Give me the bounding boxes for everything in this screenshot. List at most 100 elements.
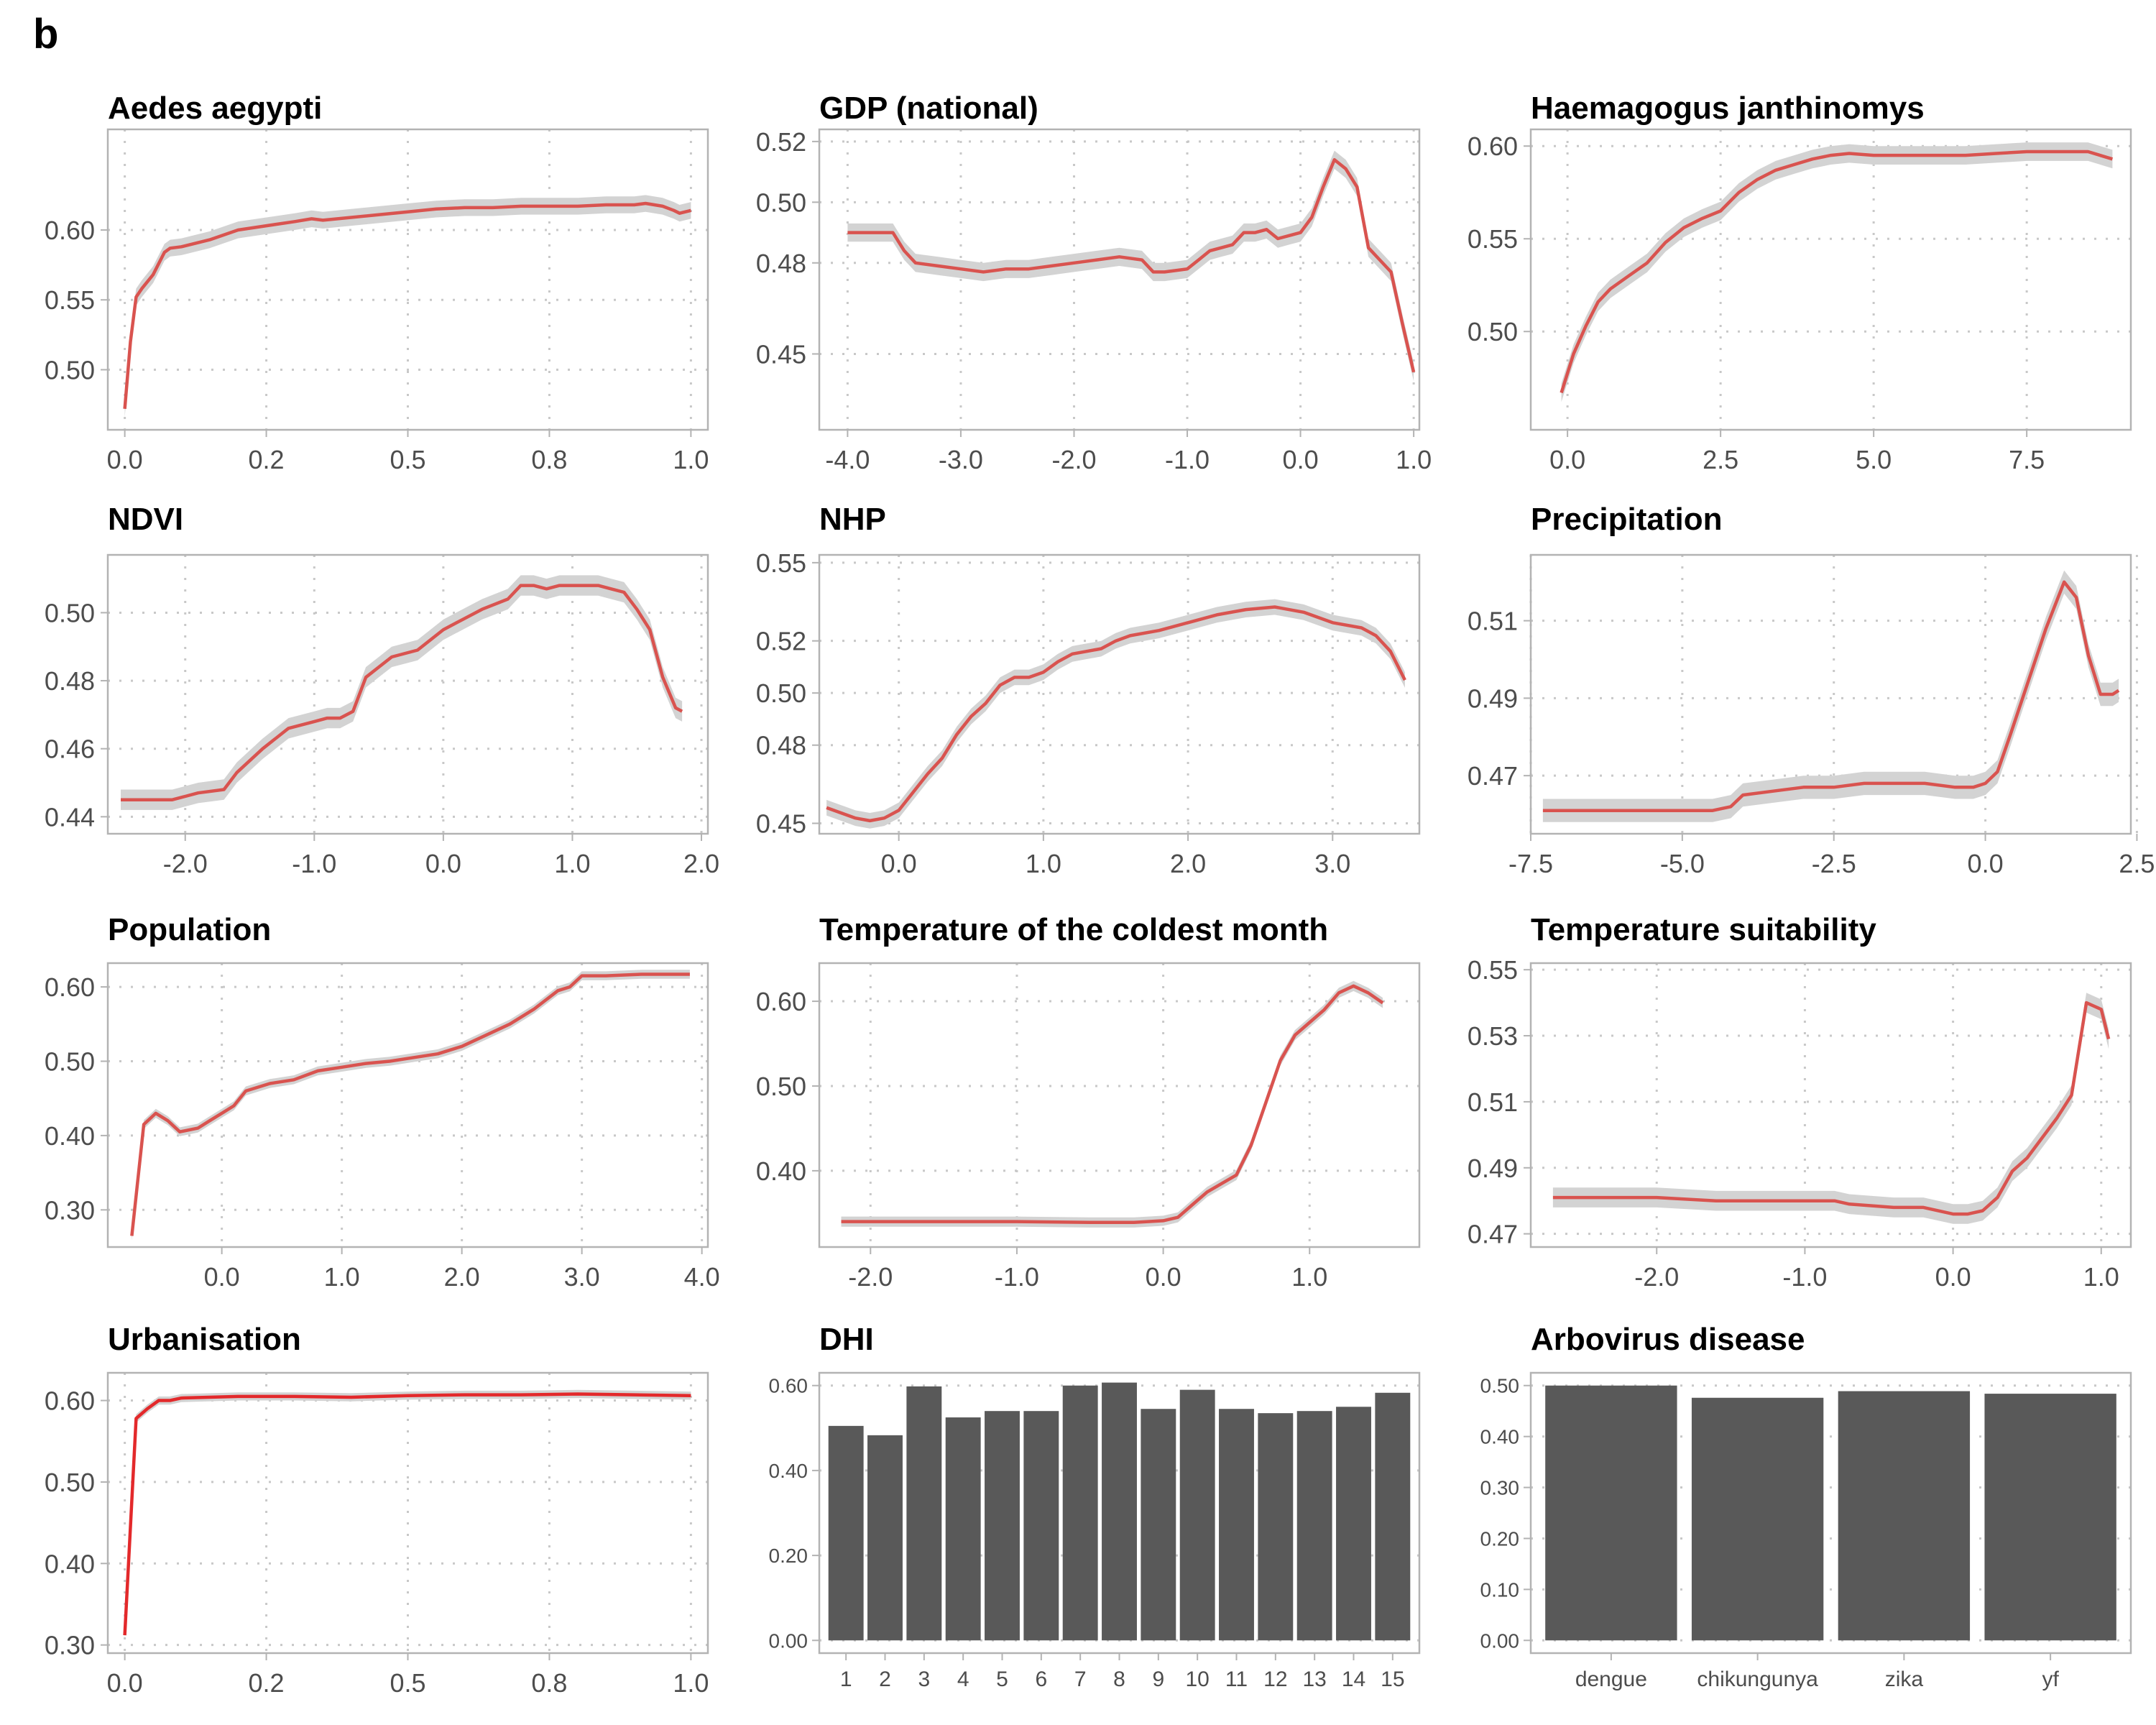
- x-tick-label: chikungunya: [1697, 1668, 1818, 1691]
- y-tick-label: 0.45: [756, 339, 806, 369]
- x-tick-label: -2.0: [848, 1262, 893, 1292]
- y-tick-label: 0.20: [769, 1545, 808, 1567]
- series-line: [841, 984, 1384, 1225]
- x-tick-label: 15: [1381, 1668, 1404, 1691]
- bar: [1219, 1409, 1254, 1641]
- y-tick-label: 0.50: [756, 678, 806, 708]
- x-tick-label: -5.0: [1660, 849, 1705, 878]
- series-line: [826, 605, 1406, 823]
- panel-frame: [106, 553, 709, 835]
- y-tick-label: 0.40: [756, 1156, 806, 1186]
- x-tick-label: 0.8: [531, 445, 567, 474]
- x-tick-label: 2.0: [444, 1262, 480, 1292]
- x-tick-label: 9: [1152, 1668, 1164, 1691]
- panel-frame: [106, 128, 709, 431]
- y-tick-label: 0.51: [1468, 607, 1518, 636]
- bar: [1838, 1391, 1971, 1641]
- y-tick-label: 0.48: [756, 249, 806, 278]
- x-tick-label: dengue: [1575, 1668, 1647, 1691]
- confidence-ribbon: [1552, 993, 2109, 1224]
- y-tick-label: 0.50: [45, 1468, 95, 1497]
- chart-title: Precipitation: [1531, 502, 1723, 537]
- y-tick-label: 0.55: [1468, 955, 1518, 985]
- x-tick-label: 5.0: [1856, 445, 1892, 474]
- y-tick-label: 0.40: [45, 1549, 95, 1578]
- series-line: [123, 201, 691, 409]
- y-tick-label: 0.60: [769, 1375, 808, 1397]
- confidence-ribbon: [121, 575, 683, 810]
- chart-title: NHP: [819, 502, 886, 537]
- confidence-ribbon: [826, 599, 1405, 829]
- y-tick-label: 0.60: [45, 972, 95, 1002]
- bar: [1984, 1394, 2116, 1641]
- confidence-ribbon: [124, 1389, 691, 1639]
- confidence-ribbon: [841, 980, 1383, 1228]
- x-tick-label: 4: [957, 1668, 969, 1691]
- y-tick-label: 0.30: [45, 1631, 95, 1660]
- x-tick-label: zika: [1885, 1668, 1924, 1691]
- series-line: [847, 157, 1416, 373]
- x-tick-label: 1.0: [554, 849, 590, 878]
- chart-nhp: NHP 0.45 0.48 0.50 0.52 0.55 0.0 1.0 2.0 3.0: [756, 502, 1421, 878]
- bar: [1102, 1382, 1137, 1641]
- confidence-ribbon: [132, 970, 690, 1241]
- x-tick-label: 5: [996, 1668, 1008, 1691]
- x-tick-label: 2.0: [1170, 849, 1206, 878]
- series-line: [1552, 1000, 2111, 1216]
- panel-frame: [1529, 128, 2132, 431]
- y-tick-label: 0.48: [756, 731, 806, 760]
- x-tick-label: 0.0: [1549, 445, 1585, 474]
- panel-letter: b: [33, 11, 59, 58]
- chart-title: NDVI: [108, 502, 183, 537]
- x-tick-label: 0.0: [204, 1262, 240, 1292]
- y-tick-label: 0.20: [1480, 1527, 1520, 1550]
- x-tick-label: -2.5: [1812, 849, 1856, 878]
- chart-gdp: GDP (national) 0.45 0.48 0.50 0.52 -4.0 -3.0 -2…: [756, 91, 1432, 474]
- x-tick-label: 14: [1342, 1668, 1365, 1691]
- panel-frame: [818, 1371, 1421, 1655]
- bar: [1062, 1385, 1098, 1641]
- y-tick-label: 0.40: [769, 1460, 808, 1482]
- x-tick-label: 2.5: [1703, 445, 1738, 474]
- x-tick-label: -1.0: [292, 849, 336, 878]
- y-tick-label: 0.40: [45, 1121, 95, 1151]
- y-tick-label: 0.46: [45, 735, 95, 764]
- series-line: [121, 584, 683, 801]
- y-tick-label: 0.30: [45, 1195, 95, 1225]
- x-tick-label: 4.0: [684, 1262, 720, 1292]
- x-tick-label: 2.0: [683, 849, 719, 878]
- panel-frame: [106, 1371, 709, 1655]
- panel-frame: [1529, 1371, 2132, 1655]
- panel-frame: [106, 962, 709, 1248]
- chart-title: Arbovirus disease: [1531, 1322, 1805, 1357]
- y-tick-label: 0.44: [45, 802, 95, 832]
- x-tick-label: 10: [1185, 1668, 1209, 1691]
- chart-title: Population: [108, 912, 271, 947]
- x-tick-label: 0.0: [1935, 1262, 1971, 1292]
- y-tick-label: 0.52: [756, 127, 806, 157]
- x-tick-label: 0.0: [107, 1668, 143, 1698]
- y-tick-label: 0.51: [1468, 1087, 1518, 1117]
- chart-title: GDP (national): [819, 91, 1038, 126]
- x-tick-label: 0.0: [1968, 849, 2004, 878]
- bar: [1691, 1397, 1824, 1641]
- x-tick-label: -2.0: [1051, 445, 1096, 474]
- x-tick-label: 1.0: [2083, 1262, 2119, 1292]
- x-tick-label: -7.5: [1508, 849, 1553, 878]
- y-tick-label: 0.50: [45, 1046, 95, 1076]
- x-tick-label: 1.0: [1026, 849, 1061, 878]
- y-tick-label: 0.52: [756, 627, 806, 656]
- series-line: [1560, 150, 2114, 394]
- bar: [906, 1386, 942, 1641]
- bar: [828, 1425, 864, 1641]
- x-tick-label: 0.8: [531, 1668, 567, 1698]
- y-tick-label: 0.60: [1468, 132, 1518, 161]
- y-tick-label: 0.00: [1480, 1629, 1520, 1652]
- y-tick-label: 0.48: [45, 666, 95, 696]
- x-tick-label: 0.0: [1146, 1262, 1181, 1292]
- y-tick-label: 0.49: [1468, 684, 1518, 713]
- bar: [1296, 1411, 1332, 1641]
- y-tick-label: 0.53: [1468, 1021, 1518, 1051]
